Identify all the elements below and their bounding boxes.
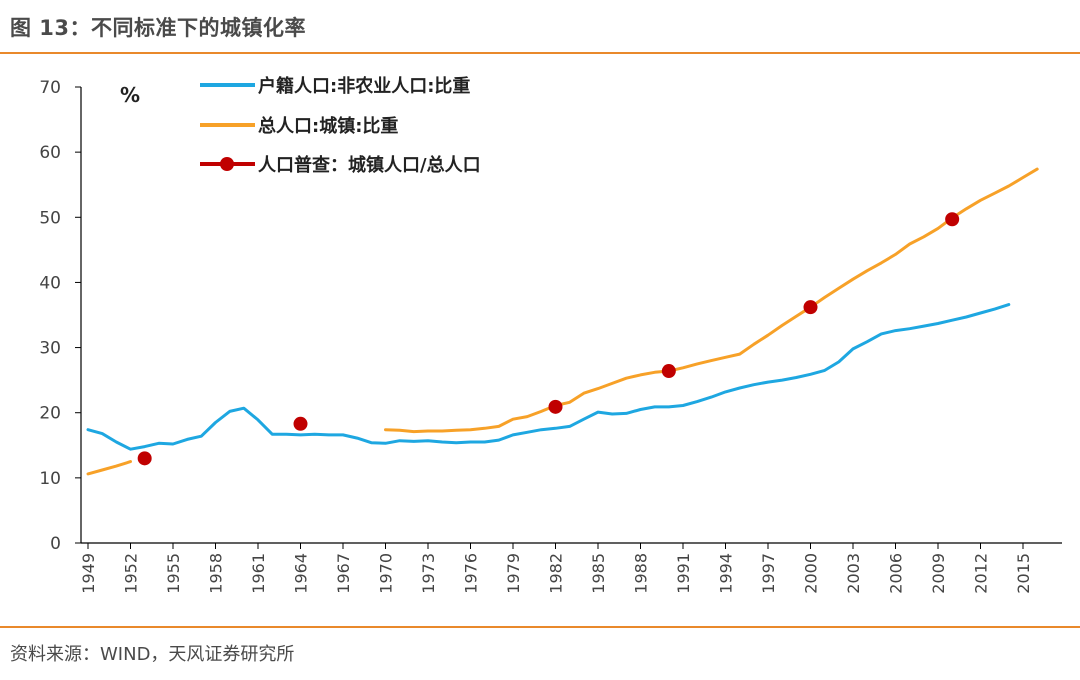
axes: 0 10 20 30 40 50 60 70 1949 1952 1955 1958 1961 1964 1… — [39, 78, 1062, 594]
x-tick-label: 1988 — [632, 553, 651, 594]
x-tick-label: 1961 — [249, 553, 268, 594]
x-tick-label: 1973 — [419, 553, 438, 594]
y-tick-label: 50 — [39, 208, 61, 228]
title-rule — [0, 52, 1080, 54]
y-tick-label: 70 — [39, 78, 61, 98]
x-tick-label: 1979 — [504, 553, 523, 594]
y-tick-label: 40 — [39, 273, 61, 293]
x-tick-label: 1952 — [122, 553, 141, 594]
y-tick-label: 20 — [39, 404, 61, 424]
x-tick-label: 1958 — [207, 553, 226, 594]
x-tick-label: 1997 — [759, 553, 778, 594]
legend-label-1: 户籍人口:非农业人口:比重 — [258, 75, 470, 97]
x-tick-label: 2009 — [929, 553, 948, 594]
legend-marker — [220, 157, 234, 171]
series-layer — [86, 167, 1039, 476]
source-rule — [0, 626, 1080, 628]
x-tick-label: 2015 — [1014, 553, 1033, 594]
chart-svg: 0 10 20 30 40 50 60 70 1949 1952 1955 1958 1961 1964 1… — [39, 75, 1062, 594]
series-line-2 — [384, 167, 1039, 434]
x-tick-label: 2006 — [887, 553, 906, 594]
y-tick-label: 10 — [39, 469, 61, 489]
x-tick-label: 1991 — [674, 553, 693, 594]
x-tick-label: 1970 — [377, 553, 396, 594]
x-tick-label: 1994 — [717, 553, 736, 594]
census-point — [945, 212, 960, 227]
series-line-1 — [86, 303, 1011, 451]
y-tick-label: 30 — [39, 339, 61, 359]
figure-source: 资料来源：WIND，天风证券研究所 — [10, 644, 295, 665]
figure-title: 图 13：不同标准下的城镇化率 — [10, 16, 307, 40]
x-tick-label: 1982 — [547, 553, 566, 594]
x-tick-label: 1949 — [79, 553, 98, 594]
census-point — [803, 300, 818, 315]
x-tick-label: 1955 — [164, 553, 183, 594]
y-unit-label: % — [120, 83, 140, 107]
x-tick-label: 1985 — [589, 553, 608, 594]
census-point — [137, 451, 152, 466]
x-tick-label: 2003 — [844, 553, 863, 594]
legend-label-2: 总人口:城镇:比重 — [258, 115, 398, 137]
x-tick-label: 2000 — [802, 553, 821, 594]
series-line-2 — [86, 460, 132, 476]
census-point — [548, 399, 563, 414]
x-tick-label: 1964 — [292, 553, 311, 594]
x-tick-label: 1976 — [462, 553, 481, 594]
x-tick-label: 2012 — [972, 553, 991, 594]
x-tick-label: 1967 — [334, 553, 353, 594]
legend-label-3: 人口普查：城镇人口/总人口 — [258, 154, 481, 176]
y-tick-label: 60 — [39, 143, 61, 163]
census-point — [293, 416, 308, 431]
census-point — [661, 364, 676, 379]
y-tick-label: 0 — [50, 534, 61, 554]
